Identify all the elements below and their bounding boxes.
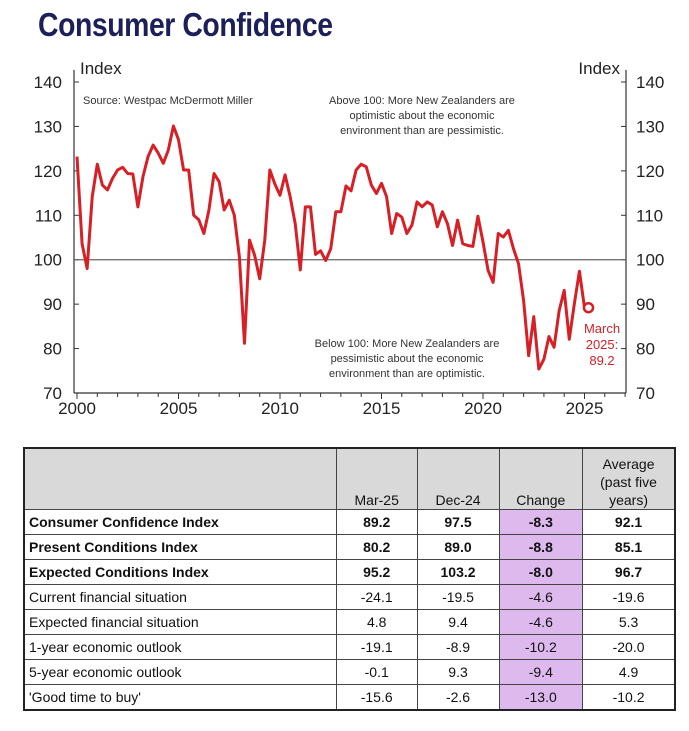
change-value: -10.2 xyxy=(498,634,584,660)
row-label: Present Conditions Index xyxy=(23,534,337,560)
change-value: -4.6 xyxy=(498,584,584,610)
annotation-above-line: Above 100: More New Zealanders are xyxy=(329,95,515,107)
y-tick-label-right: 120 xyxy=(636,162,664,181)
five-year-average-value: -20.0 xyxy=(582,634,676,660)
latest-value-label: 89.2 xyxy=(589,353,614,368)
change-value: -4.6 xyxy=(498,609,584,635)
column-header-line: Average xyxy=(602,456,655,472)
five-year-average-value: 5.3 xyxy=(582,609,676,635)
dec-24-value: -2.6 xyxy=(416,684,500,711)
y-tick-label-left: 70 xyxy=(43,384,62,403)
table-row: Expected Conditions Index 95.2 103.2 -8.0 96… xyxy=(23,559,676,585)
dec-24-value: 103.2 xyxy=(416,559,500,585)
row-label: Expected financial situation xyxy=(23,609,337,635)
x-tick-label: 2020 xyxy=(464,399,502,418)
column-header: Average (past five years) xyxy=(582,447,676,510)
y-axis-label-left: Index xyxy=(80,59,122,78)
change-value: -9.4 xyxy=(498,659,584,685)
latest-value-label: March xyxy=(584,321,620,336)
table-header-row: Mar-25 Dec-24 Change Average (past five years… xyxy=(23,447,676,510)
latest-value-label: 2025: xyxy=(586,337,619,352)
five-year-average-value: 85.1 xyxy=(582,534,676,560)
row-label: 5-year economic outlook xyxy=(23,659,337,685)
five-year-average-value: -19.6 xyxy=(582,584,676,610)
five-year-average-value: -10.2 xyxy=(582,684,676,711)
table-row: Present Conditions Index 80.2 89.0 -8.8 85.1 xyxy=(23,534,676,560)
y-tick-label-right: 80 xyxy=(636,340,655,359)
dec-24-value: -19.5 xyxy=(416,584,500,610)
latest-data-point-marker xyxy=(582,301,595,314)
page-title: Consumer Confidence xyxy=(38,6,333,43)
mar-25-value: -19.1 xyxy=(335,634,418,660)
confidence-table: Mar-25 Dec-24 Change Average (past five years… xyxy=(23,447,676,711)
column-header: Mar-25 xyxy=(335,447,418,510)
five-year-average-value: 92.1 xyxy=(582,509,676,535)
row-label: Consumer Confidence Index xyxy=(23,509,337,535)
dec-24-value: 89.0 xyxy=(416,534,500,560)
mar-25-value: -0.1 xyxy=(335,659,418,685)
source-note: Source: Westpac McDermott Miller xyxy=(83,95,253,107)
change-value: -8.3 xyxy=(498,509,584,535)
mar-25-value: 89.2 xyxy=(335,509,418,535)
mar-25-value: 95.2 xyxy=(335,559,418,585)
change-value: -8.8 xyxy=(498,534,584,560)
annotation-above-line: optimistic about the economic xyxy=(350,110,495,122)
table-row: Expected financial situation 4.8 9.4 -4.6 5.… xyxy=(23,609,676,635)
table-row: Current financial situation -24.1 -19.5 -4.… xyxy=(23,584,676,610)
mar-25-value: -15.6 xyxy=(335,684,418,711)
table-row: Consumer Confidence Index 89.2 97.5 -8.3 92.… xyxy=(23,509,676,535)
dec-24-value: 9.4 xyxy=(416,609,500,635)
annotation-above-line: environment than are pessimistic. xyxy=(340,125,504,137)
y-tick-label-left: 130 xyxy=(34,117,62,136)
consumer-confidence-chart: 70 70 80 80 90 90 100 100 110 110 120 120 130 130 140 1… xyxy=(34,59,665,418)
y-tick-label-right: 110 xyxy=(636,206,663,225)
five-year-average-value: 4.9 xyxy=(582,659,676,685)
annotation-below-line: environment than are optimistic. xyxy=(329,368,485,380)
dec-24-value: -8.9 xyxy=(416,634,500,660)
y-tick-label-left: 120 xyxy=(34,162,62,181)
x-tick-label: 2015 xyxy=(363,399,401,418)
table-row: 1-year economic outlook -19.1 -8.9 -10.2 -20… xyxy=(23,634,676,660)
row-label: 1-year economic outlook xyxy=(23,634,337,660)
annotation-below-line: pessimistic about the economic xyxy=(331,353,484,365)
x-tick-label: 2005 xyxy=(160,399,198,418)
y-tick-label-right: 140 xyxy=(636,73,664,92)
table-row: 'Good time to buy' -15.6 -2.6 -13.0 -10.2 xyxy=(23,684,676,711)
row-label: Current financial situation xyxy=(23,584,337,610)
column-header: Change xyxy=(498,447,584,510)
column-header xyxy=(23,447,337,510)
y-tick-label-right: 70 xyxy=(636,384,655,403)
y-tick-label-right: 130 xyxy=(636,117,664,136)
row-label: 'Good time to buy' xyxy=(23,684,337,711)
change-value: -8.0 xyxy=(498,559,584,585)
y-tick-label-left: 140 xyxy=(34,73,62,92)
column-header: Dec-24 xyxy=(416,447,500,510)
y-tick-label-right: 90 xyxy=(636,295,655,314)
annotation-below-line: Below 100: More New Zealanders are xyxy=(315,338,500,350)
x-tick-label: 2000 xyxy=(58,399,96,418)
y-tick-label-left: 110 xyxy=(35,206,62,225)
dec-24-value: 97.5 xyxy=(416,509,500,535)
mar-25-value: -24.1 xyxy=(335,584,418,610)
table-row: 5-year economic outlook -0.1 9.3 -9.4 4.9 xyxy=(23,659,676,685)
column-header-line: (past five xyxy=(600,474,657,490)
y-tick-label-right: 100 xyxy=(636,251,664,270)
mar-25-value: 80.2 xyxy=(335,534,418,560)
y-tick-label-left: 80 xyxy=(43,340,62,359)
mar-25-value: 4.8 xyxy=(335,609,418,635)
change-value: -13.0 xyxy=(498,684,584,711)
series-line-consumer-confidence xyxy=(75,124,586,371)
row-label: Expected Conditions Index xyxy=(23,559,337,585)
dec-24-value: 9.3 xyxy=(416,659,500,685)
five-year-average-value: 96.7 xyxy=(582,559,676,585)
y-tick-label-left: 100 xyxy=(34,251,62,270)
y-tick-label-left: 90 xyxy=(43,295,62,314)
y-axis-label-right: Index xyxy=(578,59,620,78)
x-tick-label: 2010 xyxy=(261,399,299,418)
x-tick-label: 2025 xyxy=(566,399,604,418)
column-header-line: years) xyxy=(609,492,648,508)
